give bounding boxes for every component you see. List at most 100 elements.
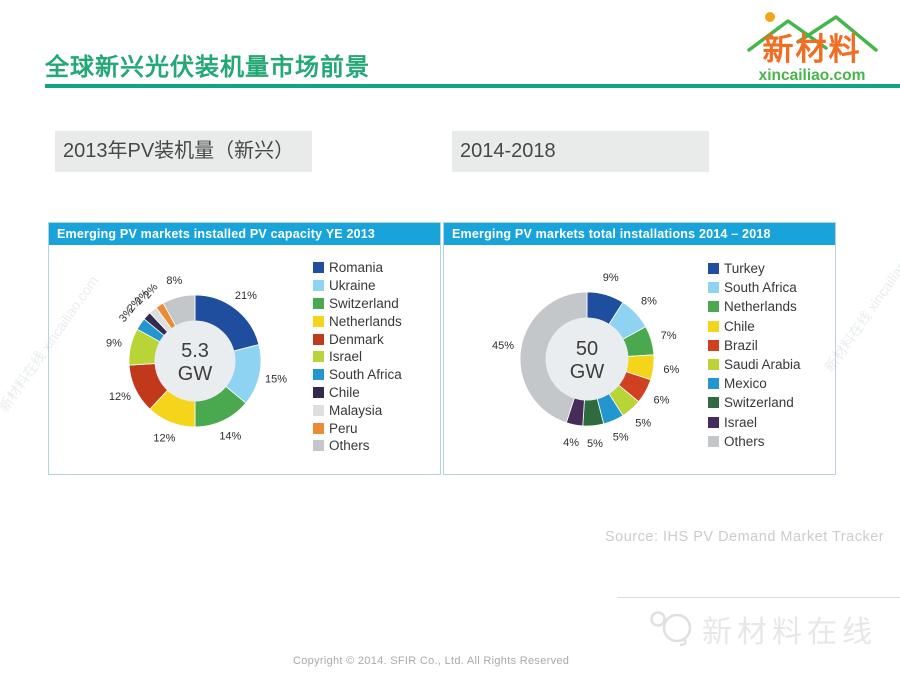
donut-center-unit: GW xyxy=(178,363,213,385)
legend-swatch xyxy=(708,378,719,390)
sun-icon xyxy=(765,12,775,22)
legend-label: Netherlands xyxy=(724,299,797,315)
legend-swatch xyxy=(313,404,324,416)
legend-item-peru: Peru xyxy=(313,419,402,437)
chart-body-2014-2018: 9% 8% 7% 6% 6% 5% 5% 5% 4% 45% 50 GW Turkey South Af… xyxy=(444,245,835,474)
legend-item-romania: Romania xyxy=(313,259,402,277)
legend-item-switzerland: Switzerland xyxy=(708,393,801,412)
legend-swatch xyxy=(313,351,324,363)
donut-center-value: 50 xyxy=(576,338,598,360)
logo-text: 新材料 xyxy=(763,32,862,67)
chart-body-2013: 21% 15% 14% 12% 12% 9% 3% 2% 2% 2% 8% 5.3 GW Romania… xyxy=(49,245,440,474)
legend-swatch xyxy=(708,263,719,275)
legend-swatch xyxy=(313,369,324,381)
slice-percent-label: 9% xyxy=(603,272,619,284)
legend-item-switzerland: Switzerland xyxy=(313,295,402,313)
copyright-text: Copyright © 2014. SFIR Co., Ltd. All Rig… xyxy=(293,655,570,667)
page-title: 全球新兴光伏装机量市场前景 xyxy=(45,54,370,81)
legend-item-saudi-arabia: Saudi Arabia xyxy=(708,355,801,374)
slice-percent-label: 45% xyxy=(492,340,514,352)
slice-percent-label: 5% xyxy=(613,432,629,444)
legend-swatch xyxy=(708,416,719,428)
legend-swatch xyxy=(708,301,719,313)
donut-center-value: 5.3 xyxy=(181,340,209,362)
legend-label: Brazil xyxy=(724,337,758,353)
house-roof-icon xyxy=(747,15,878,52)
legend-item-netherlands: Netherlands xyxy=(708,297,801,316)
legend-label: Switzerland xyxy=(329,295,399,311)
legend-label: Malaysia xyxy=(329,402,383,418)
slice-percent-label: 12% xyxy=(153,433,175,445)
legend-item-denmark: Denmark xyxy=(313,330,402,348)
legend-swatch xyxy=(313,315,324,327)
legend-label: Others xyxy=(329,438,370,454)
legend-swatch xyxy=(708,320,719,332)
slice-percent-label: 12% xyxy=(109,391,131,403)
legend-label: Peru xyxy=(329,420,358,436)
donut-center-unit: GW xyxy=(570,361,605,383)
slice-percent-label: 14% xyxy=(219,431,241,443)
legend-item-netherlands: Netherlands xyxy=(313,312,402,330)
legend-label: Turkey xyxy=(724,261,765,277)
chart-legend-2014-2018: Turkey South Africa Netherlands Chile Brazil… xyxy=(708,259,801,474)
legend-swatch xyxy=(313,297,324,309)
donut-hole xyxy=(545,317,629,401)
legend-label: South Africa xyxy=(329,367,402,383)
legend-label: Israel xyxy=(329,349,363,365)
legend-label: Israel xyxy=(724,414,758,430)
legend-label: Netherlands xyxy=(329,313,402,329)
chart-header-2013: Emerging PV markets installed PV capacit… xyxy=(49,223,440,245)
slice-percent-label: 6% xyxy=(654,394,670,406)
legend-label: Chile xyxy=(724,318,755,334)
legend-label: South Africa xyxy=(724,280,797,296)
title-underline xyxy=(45,84,900,88)
donut-chart-2013: 21%15%14%12%12%9%3%2%2%2%8%5.3GW xyxy=(106,275,287,445)
legend-swatch xyxy=(708,435,719,447)
legend-swatch xyxy=(313,280,324,292)
legend-swatch xyxy=(708,339,719,351)
legend-item-chile: Chile xyxy=(708,317,801,336)
logo-domain: xincailiao.com xyxy=(759,67,866,84)
slice-percent-label: 15% xyxy=(265,374,287,386)
chart-panel-2014-2018: Emerging PV markets total installations … xyxy=(443,222,836,475)
legend-swatch xyxy=(708,282,719,294)
legend-item-ukraine: Ukraine xyxy=(313,277,402,295)
chart-header-2014-2018: Emerging PV markets total installations … xyxy=(444,223,835,245)
slice-percent-label: 8% xyxy=(166,275,182,287)
slice-percent-label: 5% xyxy=(587,438,603,450)
label-2014-2018: 2014-2018 xyxy=(452,131,709,172)
slice-percent-label: 6% xyxy=(663,364,679,376)
slice-percent-label: 5% xyxy=(635,417,651,429)
legend-swatch xyxy=(708,359,719,371)
legend-item-others: Others xyxy=(313,437,402,455)
legend-swatch xyxy=(313,422,324,434)
slice-percent-label: 8% xyxy=(641,295,657,307)
legend-item-south-africa: South Africa xyxy=(708,278,801,297)
legend-label: Switzerland xyxy=(724,395,794,411)
legend-item-brazil: Brazil xyxy=(708,336,801,355)
legend-item-turkey: Turkey xyxy=(708,259,801,278)
label-2013-pv: 2013年PV装机量（新兴） xyxy=(55,131,312,172)
legend-item-israel: Israel xyxy=(313,348,402,366)
slice-percent-label: 4% xyxy=(563,437,579,449)
slice-percent-label: 7% xyxy=(661,330,677,342)
legend-item-mexico: Mexico xyxy=(708,374,801,393)
footer-divider xyxy=(617,597,900,598)
legend-label: Romania xyxy=(329,260,384,276)
legend-swatch xyxy=(313,440,324,452)
megaphone-icon xyxy=(650,611,692,647)
xincailiao-logo: 新材料 xincailiao.com xyxy=(747,12,878,84)
legend-item-malaysia: Malaysia xyxy=(313,401,402,419)
legend-label: Chile xyxy=(329,384,360,400)
legend-item-others: Others xyxy=(708,432,801,451)
legend-label: Denmark xyxy=(329,331,384,347)
donut-hole xyxy=(154,320,236,402)
legend-swatch xyxy=(708,397,719,409)
chart-panel-2013: Emerging PV markets installed PV capacit… xyxy=(48,222,441,475)
legend-item-israel: Israel xyxy=(708,413,801,432)
legend-item-south-africa: South Africa xyxy=(313,366,402,384)
footer-logo-text: 新材料在线 xyxy=(702,616,877,649)
source-text: Source: IHS PV Demand Market Tracker xyxy=(605,529,885,545)
